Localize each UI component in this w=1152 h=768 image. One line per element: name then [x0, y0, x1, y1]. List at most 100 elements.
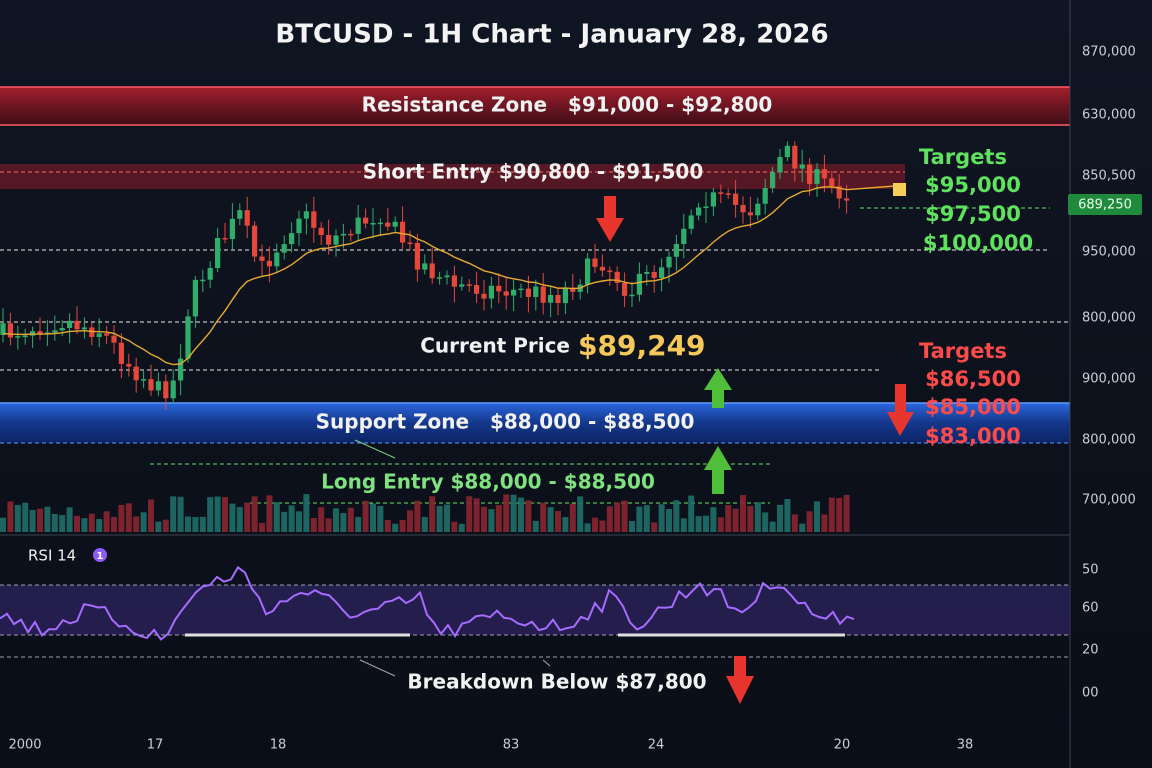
candle-body — [629, 294, 635, 297]
volume-bar — [392, 523, 399, 532]
candle-body — [659, 267, 665, 278]
volume-bar — [503, 494, 510, 532]
volume-bar — [88, 513, 95, 532]
volume-bar — [236, 507, 243, 532]
volume-bar — [22, 502, 29, 532]
candle-body — [703, 206, 709, 208]
volume-bar — [407, 510, 413, 532]
candle-body — [192, 279, 198, 317]
candle-body — [96, 333, 102, 337]
candle-body — [22, 335, 28, 338]
candle-body — [636, 273, 642, 295]
candle-body — [844, 198, 850, 201]
candle-body — [222, 237, 228, 240]
volume-bar — [636, 506, 643, 532]
price-axis-label: 630,000 — [1082, 108, 1136, 123]
candle-body — [318, 227, 324, 235]
candle-body — [474, 285, 480, 294]
price-axis-label: 700,000 — [1082, 493, 1136, 508]
candle-body — [503, 291, 509, 296]
candle-body — [437, 277, 443, 279]
zone-label: Long Entry $88,000 - $88,500 — [321, 470, 655, 494]
volume-bar — [384, 519, 391, 532]
volume-bar — [399, 519, 406, 532]
candle-body — [118, 342, 124, 364]
price-axis-label: 870,000 — [1082, 45, 1136, 60]
volume-bar — [547, 507, 554, 532]
time-axis-label: 83 — [503, 738, 520, 753]
volume-bar — [310, 518, 317, 532]
candle-body — [814, 169, 820, 184]
time-axis-label: 38 — [957, 738, 974, 753]
candles — [0, 141, 896, 532]
price-axis-label: 800,000 — [1082, 311, 1136, 326]
volume-bar — [192, 517, 199, 532]
candle-body — [555, 295, 561, 304]
candle-body — [133, 366, 139, 381]
volume-bar — [96, 519, 103, 532]
candle-body — [784, 145, 790, 158]
candle-body — [496, 285, 502, 292]
target: $85,000 — [925, 395, 1021, 419]
volume-bar — [710, 507, 717, 532]
volume-bar — [532, 520, 539, 532]
candle-body — [792, 145, 798, 169]
candle-body — [666, 256, 672, 268]
candle-body — [673, 243, 679, 257]
volume-bar — [791, 514, 798, 532]
volume-bar — [828, 497, 835, 532]
volume-bar — [185, 516, 191, 532]
candle-body — [37, 331, 43, 335]
volume-bar — [0, 517, 6, 532]
volume-bar — [340, 513, 347, 532]
candle-body — [289, 233, 295, 245]
candle-body — [340, 233, 346, 236]
candle-body — [385, 222, 391, 227]
chart-title: BTCUSD - 1H Chart - January 28, 2026 — [275, 20, 828, 50]
arrow-down — [887, 384, 914, 436]
volume-bar — [118, 504, 125, 532]
candle-body — [777, 157, 783, 173]
candle-body — [696, 207, 702, 216]
target: $86,500 — [925, 367, 1021, 391]
target: $83,000 — [925, 424, 1021, 448]
volume-bar — [629, 520, 635, 532]
candle-body — [570, 287, 576, 292]
volume-bar — [458, 523, 465, 532]
volume-bar — [444, 504, 450, 532]
candle-body — [126, 363, 132, 367]
volume-bar — [37, 508, 43, 532]
zone-label: Support Zone $88,000 - $88,500 — [316, 410, 695, 434]
volume-bar — [717, 517, 724, 532]
price-label: Current Price — [420, 334, 570, 358]
volume-bar — [821, 514, 828, 532]
volume-bar — [429, 496, 436, 532]
candle-body — [333, 235, 339, 245]
candle-body — [585, 258, 591, 285]
time-axis-label: 2000 — [8, 738, 41, 753]
candle-body — [829, 178, 835, 187]
volume-bar — [244, 502, 251, 532]
candle-body — [725, 193, 731, 195]
volume-bar — [673, 500, 680, 532]
volume-bar — [207, 497, 214, 532]
volume-bar — [658, 504, 665, 532]
current-price: $89,249 — [578, 329, 706, 362]
volume-bar — [481, 506, 487, 532]
volume-bar — [170, 496, 177, 532]
volume-bar — [806, 511, 813, 532]
volume-bar — [288, 505, 295, 532]
candle-body — [163, 381, 169, 399]
rsi-path — [0, 565, 855, 641]
volume-bar — [784, 498, 791, 532]
rsi-axis-label: 20 — [1082, 643, 1099, 658]
volume-bar — [518, 497, 524, 532]
rsi-axis-label: 60 — [1082, 601, 1099, 616]
candle-body — [562, 287, 568, 304]
volume-bar — [680, 518, 687, 532]
candle-body — [622, 283, 628, 296]
candle-body — [733, 193, 739, 205]
candle-body — [481, 293, 487, 299]
volume-bar — [451, 521, 458, 532]
